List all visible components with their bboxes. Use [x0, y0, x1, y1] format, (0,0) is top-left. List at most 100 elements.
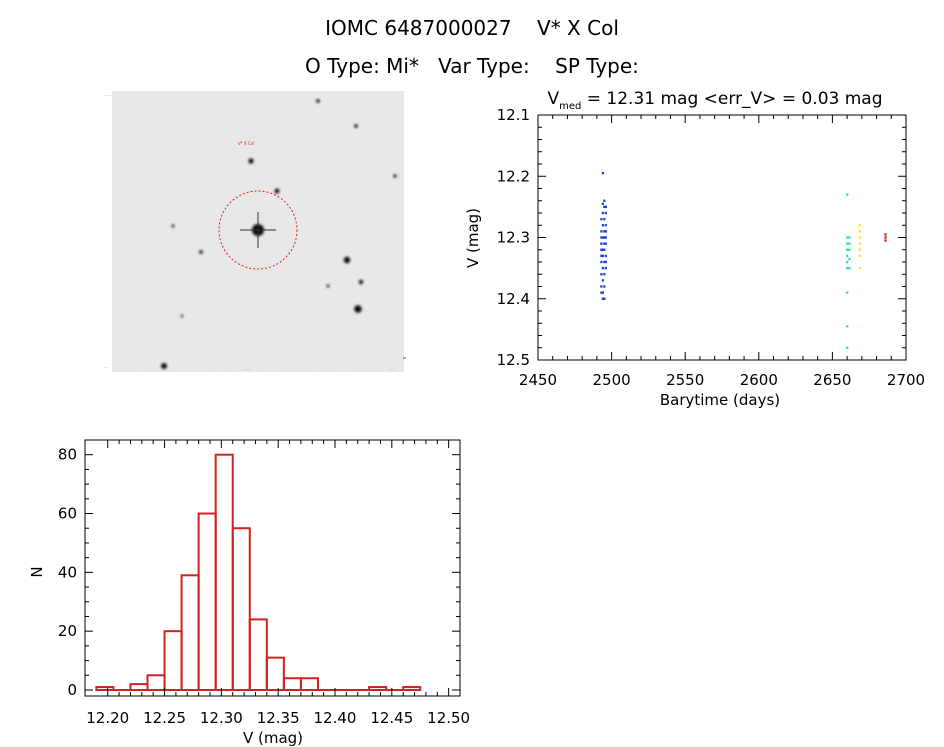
lc-point [604, 254, 607, 258]
hist-xtick-label: 12.40 [314, 709, 357, 727]
lc-ytick-label: 12.3 [497, 229, 530, 247]
hist-ytick-label: 20 [58, 622, 77, 640]
hist-bar [231, 527, 251, 691]
lc-point [603, 248, 606, 251]
hist-bar [129, 683, 149, 692]
lc-point [604, 260, 607, 264]
hist-bar [197, 512, 217, 691]
lc-point [604, 230, 607, 233]
lc-point [603, 260, 606, 264]
lc-point [858, 266, 861, 270]
hist-bar [163, 630, 183, 691]
lc-ytick-label: 12.4 [497, 290, 530, 308]
lc-point [884, 233, 887, 236]
lc-point [858, 254, 861, 258]
lc-point [858, 248, 861, 251]
hist-bar [214, 453, 234, 691]
lc-xtick-label: 2450 [519, 371, 557, 389]
histogram-chart: 0 20 40 60 80 12.20 12.25 12.30 12.35 12.40 12.45… [28, 439, 470, 747]
lc-point [846, 325, 849, 328]
lc-point [858, 224, 861, 227]
lc-point [846, 236, 849, 239]
lc-point [601, 297, 604, 300]
svg-text:........: ........ [104, 93, 112, 97]
sky-image: V* X Col ........ .... .......... .... [104, 91, 406, 372]
lc-xlabel: Barytime (days) [660, 391, 780, 409]
lc-point [601, 171, 604, 175]
hist-ylabel: N [28, 566, 46, 577]
hist-bar [299, 677, 319, 691]
lc-point [603, 297, 606, 300]
lc-point [846, 291, 849, 294]
lc-point [603, 230, 606, 233]
hist-bar [402, 686, 422, 692]
lc-point [846, 242, 849, 245]
lc-ytick-label: 12.1 [497, 106, 530, 124]
hist-xtick-label: 12.20 [86, 709, 129, 727]
lc-xtick-label: 2650 [813, 371, 851, 389]
lc-ytick-label: 12.5 [497, 351, 530, 369]
lc-point [858, 230, 861, 233]
hist-ytick-label: 80 [58, 446, 77, 464]
hist-bars [95, 453, 422, 692]
lc-point [600, 248, 603, 251]
lc-point [603, 285, 606, 288]
hist-xtick-label: 12.30 [200, 709, 243, 727]
lc-xtick-label: 2500 [593, 371, 631, 389]
target-circle [218, 190, 298, 270]
hist-bar [146, 674, 166, 692]
hist-bar [368, 686, 388, 692]
hist-ytick-label: 0 [67, 681, 77, 699]
lc-x-ticks: 2450 2500 2550 2600 2650 2700 [519, 115, 925, 389]
lc-point [601, 291, 604, 294]
lc-point [600, 273, 603, 276]
lc-point [604, 205, 607, 209]
lc-point [848, 242, 851, 245]
target-label: V* X Col [238, 141, 254, 146]
lc-point [848, 248, 851, 251]
lc-point [604, 211, 607, 215]
lc-point [848, 257, 851, 261]
lc-point [600, 242, 603, 245]
lc-point [846, 346, 849, 349]
hist-bar [95, 686, 115, 692]
hist-ytick-label: 40 [58, 563, 77, 581]
hist-bar [282, 677, 302, 691]
light-curve-chart: Vmed = 12.31 mag <err_V> = 0.03 mag 12.1… [464, 89, 925, 409]
hist-xtick-label: 12.50 [427, 709, 470, 727]
lc-point [846, 266, 849, 270]
hist-ytick-label: 60 [58, 505, 77, 523]
lc-point [601, 266, 604, 270]
svg-text:....: .... [390, 367, 394, 371]
target-spikes [240, 212, 276, 248]
lc-y-ticks: 12.1 12.2 12.3 12.4 12.5 [497, 106, 906, 369]
hist-xtick-label: 12.45 [370, 709, 413, 727]
lc-title: Vmed = 12.31 mag <err_V> = 0.03 mag [547, 89, 882, 112]
lc-plot-frame [537, 114, 907, 361]
lc-point [603, 242, 606, 245]
lc-point [601, 202, 604, 206]
lc-point [846, 254, 849, 258]
lc-point [600, 230, 603, 233]
hist-y-ticks: 0 20 40 60 80 [58, 446, 460, 699]
lc-point [858, 236, 861, 239]
lc-point [600, 236, 603, 239]
sky-corner-marks: ........ .... .......... .... [104, 93, 394, 371]
lc-ylabel: V (mag) [464, 208, 482, 268]
lc-point [601, 254, 604, 258]
chart-title-main: IOMC 6487000027 V* X Col [325, 16, 619, 40]
lc-point [601, 224, 604, 227]
lc-xtick-label: 2700 [887, 371, 925, 389]
lc-point [600, 285, 603, 288]
lc-point [858, 242, 861, 245]
lc-point [603, 205, 606, 209]
hist-xlabel: V (mag) [243, 729, 303, 747]
lc-point [603, 199, 606, 202]
hist-plot-frame [84, 439, 461, 697]
lc-point [884, 236, 887, 239]
lc-point [604, 266, 607, 270]
lc-title-rest: = 12.31 mag <err_V> = 0.03 mag [581, 89, 882, 109]
lc-point [603, 217, 606, 221]
lc-point [848, 236, 851, 239]
